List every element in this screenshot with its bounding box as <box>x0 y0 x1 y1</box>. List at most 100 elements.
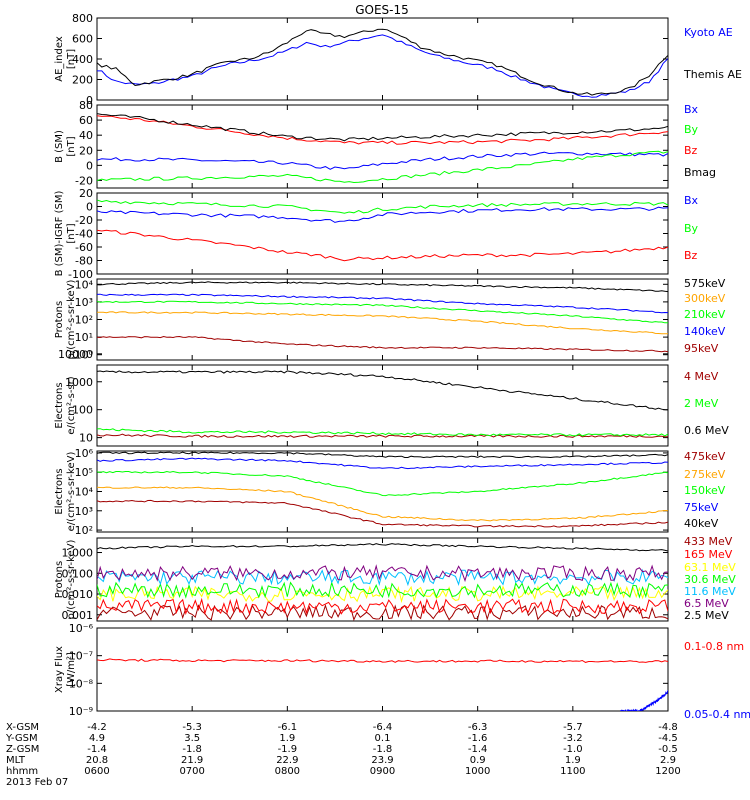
series-line-bmag <box>97 113 668 142</box>
panel-bsm: -20 0 20 40 60 80 B (SM) [nT] Bx By Bz Bmag <box>54 99 716 189</box>
y-axis-label: [nT] <box>66 136 77 156</box>
y-tick-label: 20 <box>79 187 93 200</box>
legend-entry: Bx <box>684 103 699 116</box>
series-line-165-mev <box>97 597 668 616</box>
series-line-475kev <box>97 499 668 528</box>
y-tick-label: 10⁴ <box>75 278 94 291</box>
legend-entry: Bz <box>684 144 698 157</box>
series-line-140kev <box>97 293 668 314</box>
y-tick-label: 0.001 <box>62 609 94 622</box>
x-axis-value: -4.5 <box>658 733 678 744</box>
legend-entry: 575keV <box>684 277 726 290</box>
legend-entry: By <box>684 123 699 136</box>
x-axis-value: -1.8 <box>373 744 393 755</box>
y-tick-label: 10¹ <box>75 331 93 344</box>
panel-electrons_high: 10 100 1000 10000 Electrons e/(cm²-s-sr) 4 MeV… <box>54 348 729 447</box>
panel-ae: 0 200 400 600 800 AE_index [nT] Kyoto AE Themis … <box>54 12 742 107</box>
legend-entry: Bmag <box>684 166 716 179</box>
x-axis-value: 20.8 <box>86 755 108 766</box>
y-tick-label: -80 <box>75 255 93 268</box>
x-axis-value: 22.9 <box>276 755 298 766</box>
plot-title: GOES-15 <box>355 3 409 17</box>
y-tick-label: 10000 <box>58 348 93 361</box>
legend-entry: 300keV <box>684 292 726 305</box>
y-axis-label: Electrons <box>54 468 65 514</box>
x-axis-value: -1.4 <box>87 744 107 755</box>
y-axis-label: p/(cm²-s-sr-keV) <box>66 279 77 359</box>
legend-entry: 11.6 MeV <box>684 585 736 598</box>
x-axis-value: 0.1 <box>375 733 391 744</box>
y-tick-label: 0 <box>86 159 93 172</box>
x-axis-value: -4.8 <box>658 722 678 733</box>
y-tick-label: -20 <box>75 174 93 187</box>
y-tick-label: 10⁻⁶ <box>69 622 94 635</box>
y-tick-label: 10³ <box>75 296 93 309</box>
legend-entry: 95keV <box>684 342 719 355</box>
series-line-0-1-0-8-nm <box>97 658 668 663</box>
y-axis-label: [W/m²] <box>66 652 77 687</box>
legend-entry: 150keV <box>684 484 726 497</box>
x-axis-value: 2.9 <box>660 755 676 766</box>
series-line-63-1-mev <box>97 585 668 604</box>
legend-entry: 63.1 MeV <box>684 561 736 574</box>
x-axis-value: 1000 <box>465 766 490 777</box>
y-axis-label: Xray Flux <box>54 646 65 693</box>
legend-entry: 210keV <box>684 308 726 321</box>
x-axis-value: -1.4 <box>468 744 488 755</box>
x-axis-value: 0700 <box>179 766 204 777</box>
series-line-300kev <box>97 311 668 335</box>
series-line-bz <box>97 229 668 262</box>
y-tick-label: 0 <box>86 201 93 214</box>
x-axis-value: 4.9 <box>89 733 105 744</box>
panel-electrons_low: 10² 10³ 10⁴ 10⁵ 10⁶ Electrons e/(cm²-s-sr-keV)… <box>54 447 726 537</box>
x-axis-value: -1.0 <box>563 744 583 755</box>
y-tick-label: 10⁵ <box>75 466 93 479</box>
x-axis-value: -5.3 <box>182 722 202 733</box>
y-tick-label: 10⁶ <box>75 447 94 460</box>
x-axis-value: 0800 <box>275 766 300 777</box>
x-axis-row-label: X-GSM <box>6 722 39 733</box>
x-axis-row-label: Z-GSM <box>6 744 39 755</box>
y-tick-label: 10³ <box>75 505 93 518</box>
panel-frame <box>96 627 669 712</box>
legend-entry: 0.1-0.8 nm <box>684 640 744 653</box>
y-tick-label: 40 <box>79 129 93 142</box>
series-line-by <box>97 150 668 184</box>
y-tick-label: -20 <box>75 214 93 227</box>
x-axis-value: -3.2 <box>563 733 583 744</box>
legend-entry: 30.6 MeV <box>684 573 736 586</box>
legend-entry: Kyoto AE <box>684 26 733 39</box>
y-tick-label: 1000 <box>65 376 93 389</box>
series-line-6-5-mev <box>97 564 668 583</box>
series-line-0-05-0-4-nm <box>619 689 668 711</box>
legend-entry: 0.05-0.4 nm <box>684 708 750 721</box>
x-axis-value: 0900 <box>370 766 395 777</box>
series-line-275kev <box>97 486 668 522</box>
y-tick-label: 400 <box>72 53 93 66</box>
x-axis-value: -6.3 <box>468 722 488 733</box>
series-line-bx <box>97 151 668 170</box>
legend-entry: 40keV <box>684 517 719 530</box>
y-tick-label: 600 <box>72 33 93 46</box>
y-axis-label: [nT] <box>66 49 77 69</box>
x-axis-row-label: hhmm <box>6 766 38 777</box>
series-line-95kev <box>97 335 668 353</box>
y-tick-label: 0 <box>86 94 93 107</box>
y-tick-label: 10⁰ <box>75 349 94 362</box>
y-tick-label: -60 <box>75 241 93 254</box>
series-line-by <box>97 199 668 214</box>
y-tick-label: 200 <box>72 74 93 87</box>
x-axis-value: 1100 <box>560 766 585 777</box>
legend-entry: 140keV <box>684 325 726 338</box>
y-axis-label: [nT] <box>66 223 77 243</box>
y-axis-label: AE_index <box>54 36 65 82</box>
legend-entry: Bx <box>684 194 699 207</box>
x-axis-value: 3.5 <box>184 733 200 744</box>
series-line-575kev <box>97 281 668 293</box>
y-tick-label: 1.000 <box>62 547 94 560</box>
series-line-2-mev <box>97 428 668 437</box>
y-tick-label: 60 <box>79 114 93 127</box>
legend-entry: 2.5 MeV <box>684 609 729 622</box>
